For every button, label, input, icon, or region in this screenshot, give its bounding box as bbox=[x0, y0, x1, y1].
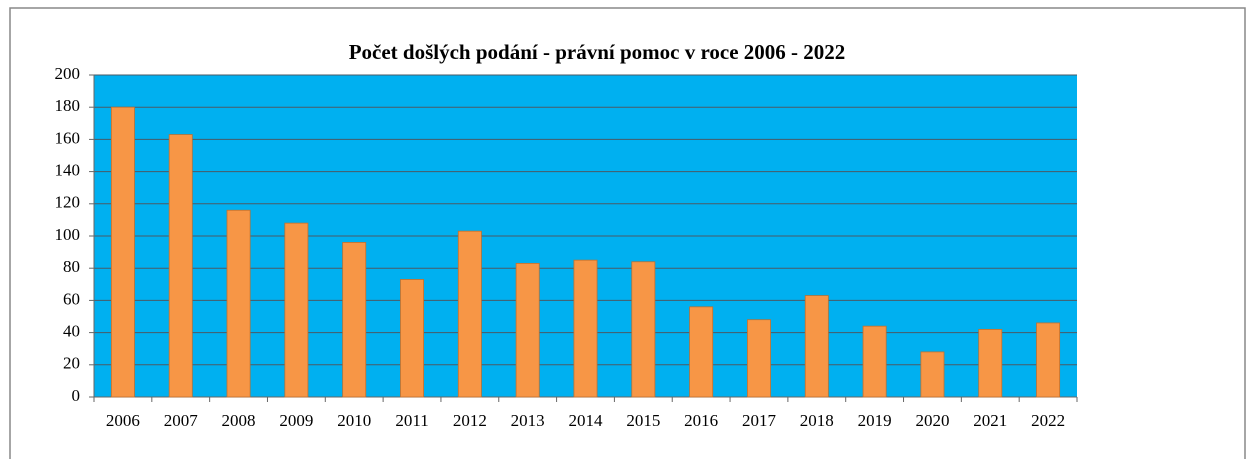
x-tick-label: 2018 bbox=[800, 411, 834, 430]
bar bbox=[631, 261, 656, 398]
bar bbox=[110, 106, 135, 398]
bar bbox=[689, 306, 714, 398]
bar bbox=[804, 295, 829, 398]
x-tick-label: 2010 bbox=[337, 411, 371, 430]
y-tick-label: 60 bbox=[63, 289, 80, 308]
bar bbox=[342, 242, 367, 398]
x-tick-label: 2013 bbox=[511, 411, 545, 430]
x-tick-label: 2006 bbox=[106, 411, 140, 430]
x-tick-label: 2014 bbox=[569, 411, 604, 430]
bar bbox=[1036, 322, 1061, 398]
x-tick-label: 2008 bbox=[222, 411, 256, 430]
y-tick-label: 100 bbox=[55, 225, 81, 244]
bar bbox=[284, 222, 309, 398]
y-tick-label: 0 bbox=[72, 386, 81, 405]
chart-title: Počet došlých podání - právní pomoc v ro… bbox=[349, 40, 846, 64]
x-tick-label: 2017 bbox=[742, 411, 777, 430]
x-tick-label: 2007 bbox=[164, 411, 199, 430]
x-tick-label: 2016 bbox=[684, 411, 718, 430]
bar bbox=[400, 279, 424, 398]
x-tick-label: 2022 bbox=[1031, 411, 1065, 430]
bar bbox=[978, 328, 1003, 398]
y-tick-label: 80 bbox=[63, 257, 80, 276]
x-tick-label: 2021 bbox=[973, 411, 1007, 430]
bar bbox=[573, 259, 598, 398]
bar bbox=[862, 325, 887, 398]
x-tick-label: 2009 bbox=[279, 411, 313, 430]
bar bbox=[920, 351, 945, 398]
bar bbox=[226, 209, 251, 398]
x-tick-label: 2019 bbox=[858, 411, 892, 430]
bar bbox=[457, 230, 482, 398]
x-tick-label: 2011 bbox=[395, 411, 428, 430]
x-tick-label: 2012 bbox=[453, 411, 487, 430]
bar bbox=[515, 262, 540, 398]
y-tick-label: 160 bbox=[55, 128, 81, 147]
y-tick-label: 40 bbox=[63, 322, 80, 341]
bar bbox=[168, 134, 193, 398]
y-tick-label: 140 bbox=[55, 161, 81, 180]
y-tick-label: 200 bbox=[55, 64, 81, 83]
x-tick-label: 2020 bbox=[915, 411, 949, 430]
y-tick-label: 20 bbox=[63, 354, 80, 373]
y-tick-label: 180 bbox=[55, 96, 81, 115]
bar bbox=[747, 319, 771, 398]
x-tick-label: 2015 bbox=[626, 411, 660, 430]
y-tick-label: 120 bbox=[55, 193, 81, 212]
